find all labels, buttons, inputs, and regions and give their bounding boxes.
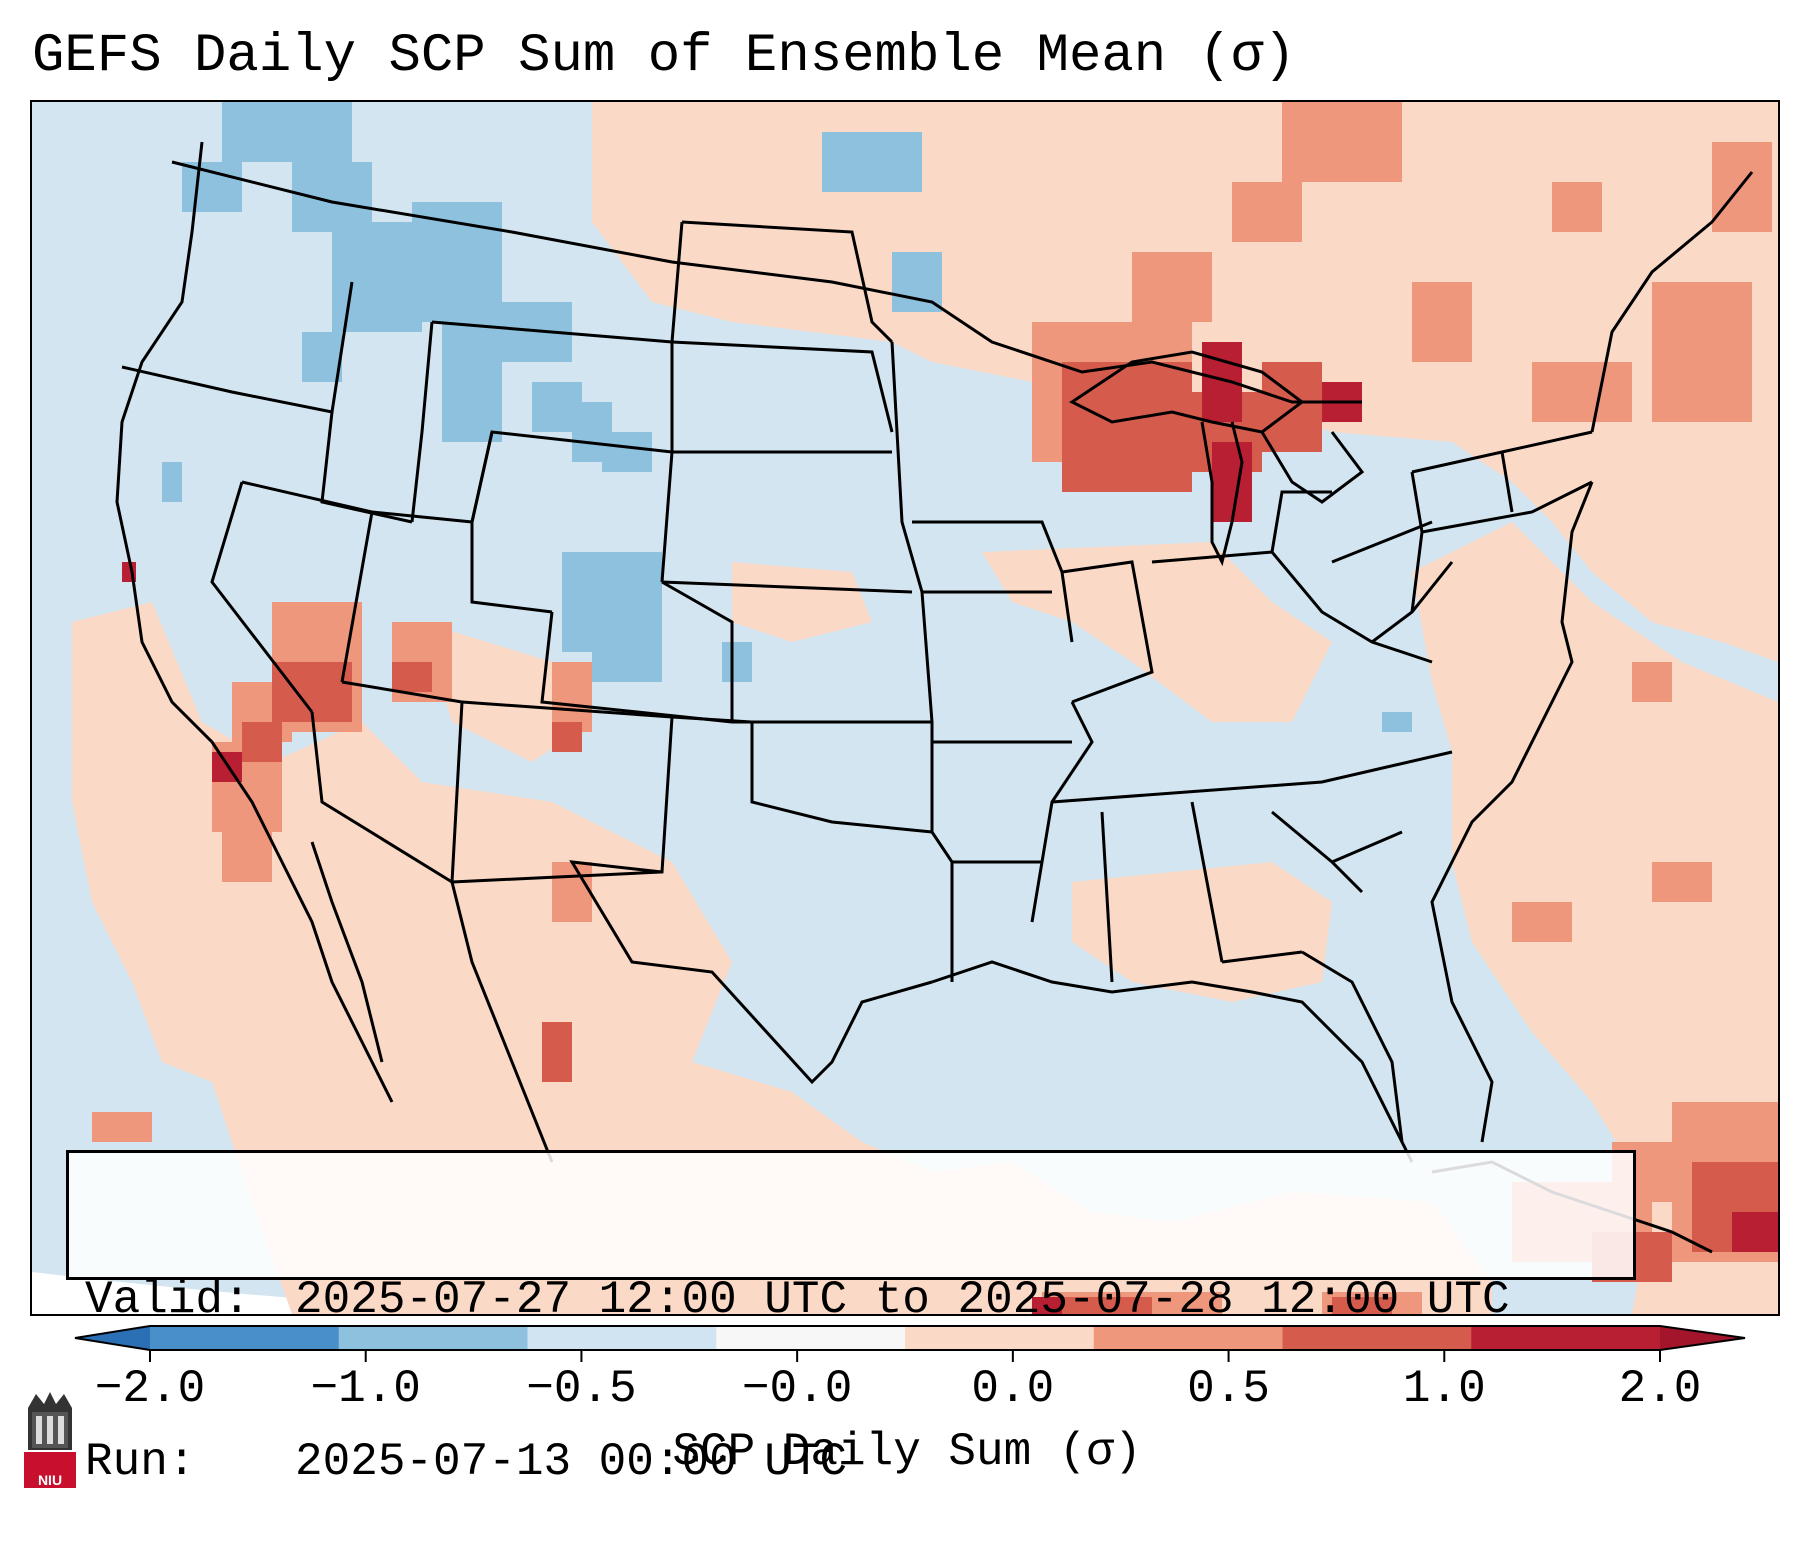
colorbar-segment [527,1326,717,1350]
colorbar-tick-label: −0.0 [741,1363,853,1415]
colorbar-tick-label: 2.0 [1618,1363,1702,1415]
colorbar-extend-high [1660,1326,1745,1350]
colorbar-tick-label: 0.0 [971,1363,1055,1415]
run-label: Run: [85,1436,196,1488]
niu-logo: NIU [22,1390,78,1490]
validity-info-box: Valid: 2025-07-27 12:00 UTC to 2025-07-28… [66,1150,1636,1488]
state-borders [115,141,1754,1254]
colorbar-segment [1093,1326,1283,1350]
colorbar-segment [150,1326,340,1350]
map-frame [30,100,1780,1316]
niu-logo-icon [24,1392,76,1488]
colorbar-tick-label: −0.5 [526,1363,637,1415]
colorbar-extend-low [75,1326,150,1350]
colorbar-segment [716,1326,906,1350]
colorbar-segment [1282,1326,1472,1350]
colorbar-tick-label: −2.0 [94,1363,206,1415]
colorbar-segment [1471,1326,1661,1350]
colorbar-tick-label: −1.0 [310,1363,421,1415]
run-value: 2025-07-13 00:00 UTC [295,1436,848,1488]
valid-label: Valid: [85,1274,251,1326]
colorbar-tick-label: 1.0 [1402,1363,1486,1415]
colorbar-tick-label: 0.5 [1187,1363,1270,1415]
negative-field [162,102,1412,732]
logo-text: NIU [37,1472,63,1488]
colorbar [74,1325,1746,1362]
run-line: Run: 2025-07-13 00:00 UTC [85,1435,1633,1489]
colorbar-label: SCP Daily Sum (σ) [672,1426,1142,1478]
scp-map [32,102,1778,1314]
map-title: GEFS Daily SCP Sum of Ensemble Mean (σ) [32,26,1296,87]
colorbar-segment [905,1326,1095,1350]
colorbar-segment [338,1326,528,1350]
valid-line: Valid: 2025-07-27 12:00 UTC to 2025-07-28… [85,1273,1633,1327]
valid-value: 2025-07-27 12:00 UTC to 2025-07-28 12:00… [295,1274,1510,1326]
off-projection-area [32,1272,552,1314]
